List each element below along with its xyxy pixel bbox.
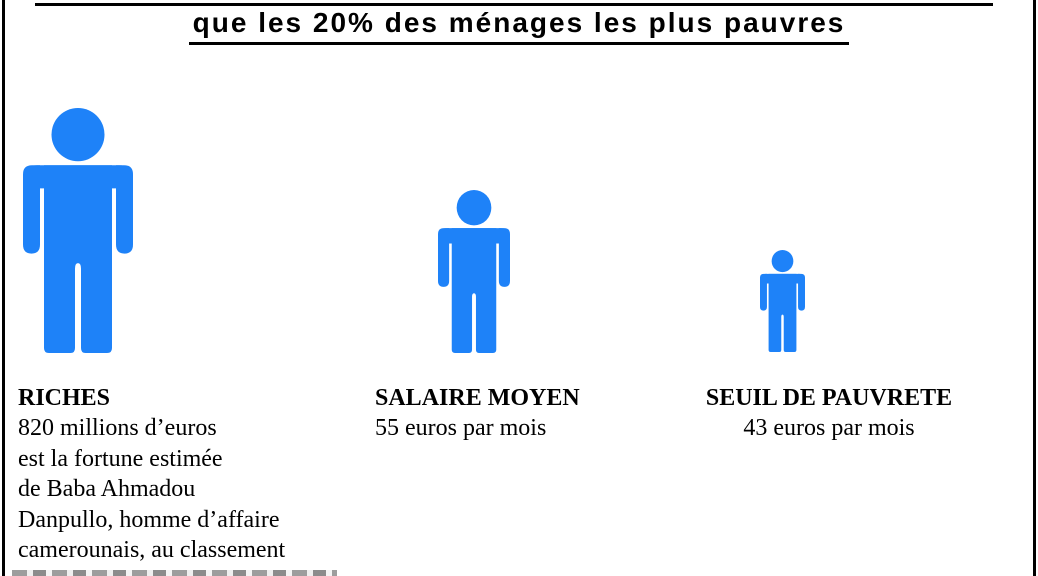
label-block-seuil-de-pauvrete: SEUIL DE PAUVRETE 43 euros par mois bbox=[703, 383, 955, 444]
person-torso-legs-icon bbox=[451, 228, 497, 353]
value-label: 43 euros par mois bbox=[743, 415, 915, 441]
person-icon-medium bbox=[438, 190, 510, 353]
cutoff-text-sliver bbox=[12, 570, 337, 576]
person-left-arm-icon bbox=[23, 165, 40, 254]
category-heading-seuil-de-pauvrete: SEUIL DE PAUVRETE bbox=[705, 385, 953, 411]
category-heading-salaire-moyen: SALAIRE MOYEN bbox=[375, 385, 580, 411]
person-head-icon bbox=[771, 250, 794, 273]
right-border bbox=[1033, 0, 1036, 576]
label-block-salaire-moyen: SALAIRE MOYEN 55 euros par mois bbox=[375, 383, 585, 444]
person-torso-legs-icon bbox=[44, 165, 112, 353]
annotation-line: Danpullo, homme d’affaire bbox=[18, 506, 280, 533]
annotation-line: camerounais, au classement bbox=[18, 537, 286, 564]
person-head-icon bbox=[456, 190, 492, 226]
person-right-arm-icon bbox=[498, 228, 510, 287]
annotation-line: est la fortune estimée bbox=[18, 445, 223, 472]
person-right-arm-icon bbox=[798, 273, 805, 311]
chart-title-text: que les 20% des ménages les plus pauvres bbox=[188, 8, 850, 45]
person-left-arm-icon bbox=[760, 273, 767, 311]
person-icon-large bbox=[23, 108, 133, 353]
person-icon-small bbox=[760, 250, 805, 352]
person-torso-legs-icon bbox=[768, 273, 797, 352]
chart-title: que les 20% des ménages les plus pauvres bbox=[0, 8, 1038, 45]
person-head-icon bbox=[51, 108, 105, 162]
person-right-arm-icon bbox=[116, 165, 133, 254]
title-line1-underline-cutoff bbox=[35, 3, 993, 6]
left-border bbox=[2, 0, 5, 576]
category-heading-riches: RICHES bbox=[18, 385, 111, 411]
value-label: 55 euros par mois bbox=[375, 415, 547, 441]
label-block-riches: RICHES 820 millions d’euros est la fortu… bbox=[18, 383, 373, 566]
annotation-line: de Baba Ahmadou bbox=[18, 476, 196, 503]
person-left-arm-icon bbox=[438, 228, 450, 287]
annotation-line: 820 millions d’euros bbox=[18, 415, 217, 441]
